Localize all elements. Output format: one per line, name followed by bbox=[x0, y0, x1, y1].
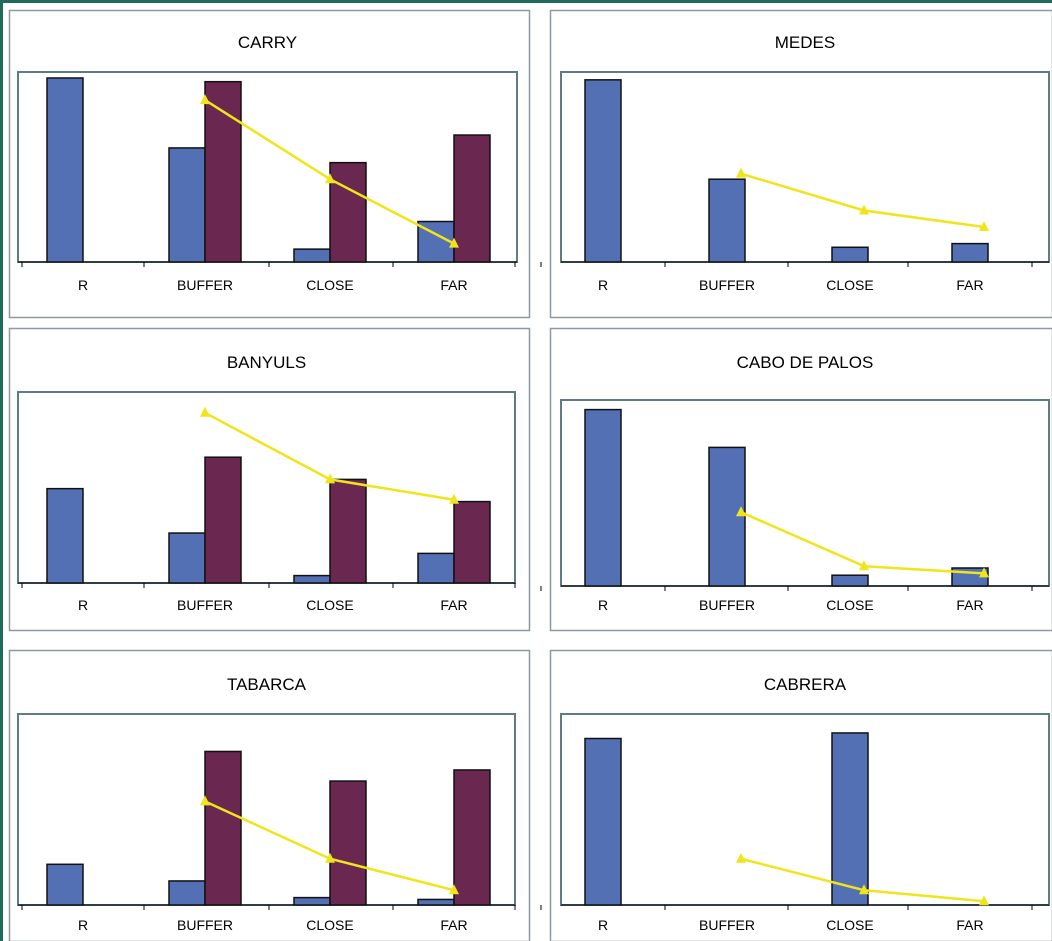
bar-maroon-buffer bbox=[204, 456, 242, 584]
trend-marker bbox=[736, 506, 746, 517]
bar-blue-r bbox=[46, 77, 84, 263]
chart-panel-3: BANYULS R BUFFER CLOSE FAR bbox=[8, 327, 531, 632]
x-tick-label: BUFFER bbox=[177, 917, 233, 933]
chart-panel-6: CABRERA R BUFFER CLOSE FAR bbox=[540, 649, 1052, 941]
chart-title: CABRERA bbox=[764, 675, 847, 694]
trend-marker bbox=[859, 560, 869, 571]
trend-marker bbox=[325, 852, 335, 863]
plot-area bbox=[17, 713, 516, 906]
x-tick-label: BUFFER bbox=[177, 277, 233, 293]
bar-blue-buffer bbox=[708, 446, 746, 587]
chart-panel-4: CABO DE PALOS R BUFFER CLOSE FAR bbox=[540, 327, 1052, 632]
x-tick-label: CLOSE bbox=[826, 917, 873, 933]
trend-marker bbox=[325, 173, 335, 184]
chart-panel-1: CARRY R BUFFER CLOSE FAR bbox=[8, 9, 531, 319]
bar-blue-far bbox=[951, 242, 989, 263]
bar-blue-buffer bbox=[708, 178, 746, 263]
bar-maroon-close bbox=[329, 780, 367, 906]
plot-area bbox=[560, 399, 1050, 587]
trend-marker bbox=[449, 493, 459, 504]
x-tick-label: R bbox=[598, 277, 608, 293]
trend-marker bbox=[449, 884, 459, 895]
bar-blue-far bbox=[417, 552, 455, 584]
bar-blue-r bbox=[46, 487, 84, 584]
trend-marker bbox=[736, 167, 746, 178]
bar-blue-close bbox=[831, 732, 869, 906]
x-tick-label: CLOSE bbox=[306, 917, 353, 933]
trend-marker bbox=[200, 406, 210, 417]
bar-blue-r bbox=[46, 863, 84, 906]
trend-marker bbox=[979, 895, 989, 906]
bar-blue-r bbox=[584, 408, 622, 587]
trend-marker bbox=[200, 94, 210, 105]
x-tick-label: R bbox=[598, 917, 608, 933]
x-tick-label: BUFFER bbox=[699, 277, 755, 293]
x-tick-label: CLOSE bbox=[306, 597, 353, 613]
chart-panel-5: TABARCA R BUFFER CLOSE FAR bbox=[8, 649, 531, 941]
x-tick-label: BUFFER bbox=[699, 597, 755, 613]
x-tick-label: R bbox=[78, 597, 88, 613]
bar-maroon-close bbox=[329, 478, 367, 584]
plot-area bbox=[560, 71, 1050, 263]
chart-title: BANYULS bbox=[227, 353, 306, 372]
plot-area bbox=[17, 391, 516, 584]
trend-marker bbox=[449, 237, 459, 248]
bar-maroon-far bbox=[453, 500, 491, 584]
x-tick-label: R bbox=[598, 597, 608, 613]
x-tick-label: CLOSE bbox=[826, 597, 873, 613]
x-tick-label: FAR bbox=[440, 597, 467, 613]
bar-maroon-far bbox=[453, 134, 491, 263]
bar-blue-close bbox=[831, 246, 869, 263]
chart-title: TABARCA bbox=[227, 675, 307, 694]
x-tick-label: CLOSE bbox=[826, 277, 873, 293]
trend-marker bbox=[979, 221, 989, 232]
chart-title: MEDES bbox=[775, 33, 835, 52]
x-tick-label: R bbox=[78, 277, 88, 293]
bar-blue-r bbox=[584, 79, 622, 263]
chart-title: CABO DE PALOS bbox=[737, 353, 874, 372]
x-tick-label: CLOSE bbox=[306, 277, 353, 293]
bar-maroon-buffer bbox=[204, 750, 242, 906]
x-tick-label: R bbox=[78, 917, 88, 933]
x-tick-label: BUFFER bbox=[177, 597, 233, 613]
trend-marker bbox=[859, 204, 869, 215]
bar-blue-close bbox=[293, 248, 331, 263]
plot-area bbox=[560, 713, 1050, 906]
x-tick-label: FAR bbox=[440, 277, 467, 293]
chart-panel-2: MEDES R BUFFER CLOSE FAR bbox=[540, 9, 1052, 319]
trend-marker bbox=[736, 852, 746, 863]
x-tick-label: FAR bbox=[956, 917, 983, 933]
bar-blue-buffer bbox=[168, 532, 206, 584]
bar-blue-close bbox=[293, 574, 331, 584]
bar-blue-close bbox=[831, 574, 869, 587]
bar-blue-buffer bbox=[168, 147, 206, 263]
bar-blue-far bbox=[417, 898, 455, 906]
x-tick-label: FAR bbox=[956, 277, 983, 293]
x-tick-label: FAR bbox=[440, 917, 467, 933]
chart-title: CARRY bbox=[238, 33, 297, 52]
trend-marker bbox=[979, 567, 989, 578]
bar-blue-buffer bbox=[168, 880, 206, 906]
bar-blue-close bbox=[293, 896, 331, 906]
bar-maroon-buffer bbox=[204, 80, 242, 263]
trend-marker bbox=[200, 795, 210, 806]
bar-maroon-close bbox=[329, 161, 367, 263]
trend-marker bbox=[859, 884, 869, 895]
bar-maroon-far bbox=[453, 769, 491, 906]
bar-blue-r bbox=[584, 737, 622, 906]
trend-marker bbox=[325, 473, 335, 484]
x-tick-label: FAR bbox=[956, 597, 983, 613]
x-tick-label: BUFFER bbox=[699, 917, 755, 933]
